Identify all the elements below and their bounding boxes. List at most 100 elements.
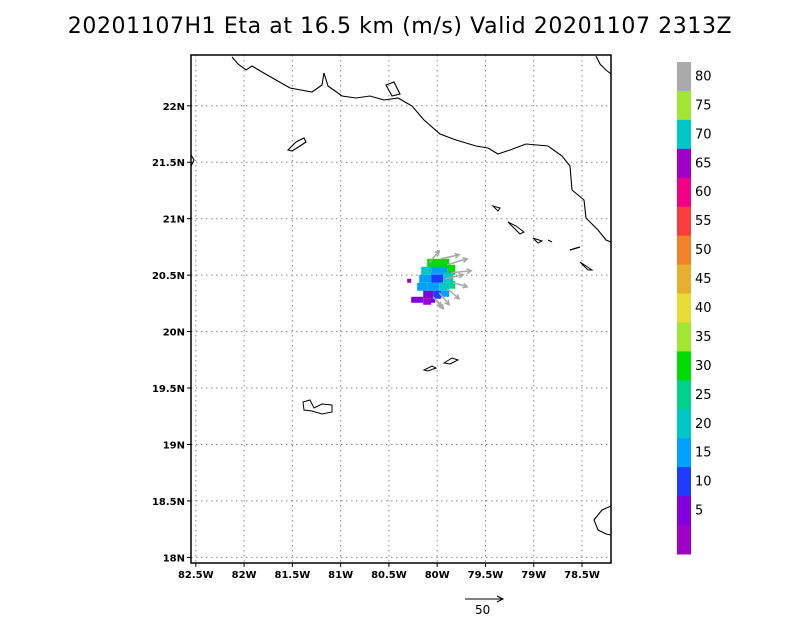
legend-label: 55 — [695, 214, 712, 229]
legend-swatch — [677, 264, 691, 295]
cay-1 — [491, 204, 501, 212]
legend-swatch — [677, 90, 691, 121]
lat-tick-label: 20N — [163, 328, 185, 339]
legend-swatch — [677, 293, 691, 323]
grand-cayman — [302, 399, 333, 415]
wind-vector — [446, 288, 460, 300]
axis-ticks: 82.5W 82W 81.5W 81W 80.5W 80W 79.5W 79W 78.5W 18N… — [152, 102, 600, 581]
lat-tick-label: 22N — [163, 102, 185, 113]
lat-tick-label: 18N — [163, 553, 185, 564]
lat-tick-label: 18.5N — [152, 497, 185, 508]
wind-vector — [453, 282, 468, 288]
little-cayman — [422, 365, 438, 372]
legend-swatch — [677, 177, 691, 208]
lon-tick-label: 78.5W — [564, 570, 600, 581]
wind-vector-head — [466, 268, 473, 275]
lon-tick-label: 80.5W — [371, 570, 407, 581]
wind-vector — [451, 270, 472, 274]
isle-of-youth — [286, 137, 307, 152]
wind-vector — [438, 292, 450, 306]
legend-swatch — [677, 380, 691, 410]
legend-label: 25 — [695, 388, 712, 403]
plot-title: 20201107H1 Eta at 16.5 km (m/s) Valid 20… — [67, 14, 733, 39]
jamaica-coast — [593, 505, 612, 536]
wind-cell — [431, 274, 444, 283]
wind-vector-head — [434, 249, 441, 256]
lat-tick-label: 21.5N — [152, 158, 185, 169]
legend-swatch — [677, 206, 691, 237]
legend-swatch — [677, 62, 691, 92]
wind-cell — [417, 282, 428, 291]
lon-tick-label: 79.5W — [468, 570, 504, 581]
cay-4 — [547, 239, 553, 243]
color-legend: 5 10 15 20 25 30 35 40 45 50 55 60 65 70 75 80 — [677, 62, 712, 555]
legend-swatch — [677, 351, 691, 381]
legend-swatch — [677, 409, 691, 439]
wind-vector-head — [458, 272, 465, 279]
coastlines — [190, 55, 612, 536]
cayman-brac — [442, 357, 460, 365]
lat-tick-label: 19N — [163, 440, 185, 451]
legend-label: 75 — [695, 98, 712, 113]
legend-label: 65 — [695, 156, 712, 171]
lat-tick-label: 20.5N — [152, 271, 185, 282]
legend-swatch — [677, 148, 691, 179]
wind-vector-head — [454, 252, 461, 259]
legend-label: 20 — [695, 417, 712, 432]
wind-cell — [411, 296, 424, 303]
top-right-coast — [595, 55, 612, 75]
wind-vector-head — [462, 282, 469, 289]
legend-label: 60 — [695, 185, 712, 200]
legend-swatch — [677, 438, 691, 468]
map-frame — [190, 54, 612, 564]
reference-vector-label: 50 — [475, 603, 490, 617]
cuba-coastline — [231, 56, 612, 243]
cay-6 — [579, 261, 594, 271]
wind-cell — [449, 280, 456, 289]
wind-cell — [427, 282, 440, 291]
wind-vector-head — [444, 299, 451, 306]
wind-vector — [445, 274, 464, 280]
legend-swatch — [677, 525, 691, 555]
legend-swatch — [677, 235, 691, 266]
wind-vector — [446, 258, 468, 266]
lat-tick-label: 19.5N — [152, 384, 185, 395]
wind-vector — [441, 254, 460, 260]
legend-label: 5 — [695, 504, 703, 519]
wind-cell — [423, 290, 434, 299]
lon-tick-label: 81W — [328, 570, 353, 581]
legend-label: 15 — [695, 446, 712, 461]
left-coast — [190, 154, 195, 167]
wind-vector — [436, 300, 444, 310]
wind-cell — [439, 282, 450, 291]
wind-vector-head — [438, 303, 445, 311]
lon-tick-label: 82W — [232, 570, 257, 581]
wind-cell — [441, 290, 450, 297]
legend-label: 70 — [695, 127, 712, 142]
cay-2 — [507, 221, 525, 235]
lon-tick-label: 80W — [425, 570, 450, 581]
wind-vectors — [428, 249, 473, 311]
wind-vector-head — [454, 293, 461, 300]
legend-label: 10 — [695, 475, 712, 490]
wind-cell — [433, 290, 442, 299]
legend-label: 35 — [695, 330, 712, 345]
legend-label: 50 — [695, 243, 712, 258]
wind-cell — [429, 298, 436, 303]
island-top — [385, 81, 401, 97]
wind-cell — [447, 264, 456, 275]
wind-cell — [423, 298, 432, 305]
legend-label: 40 — [695, 301, 712, 316]
lon-tick-label: 79W — [521, 570, 546, 581]
reference-vector: 50 — [465, 595, 505, 617]
legend-swatch — [677, 496, 691, 526]
wind-vector-head — [462, 257, 469, 263]
wind-cell — [431, 266, 448, 275]
legend-swatch — [677, 119, 691, 150]
legend-swatch — [677, 467, 691, 497]
legend-label: 45 — [695, 272, 712, 287]
lat-tick-label: 21N — [163, 215, 185, 226]
cay-3 — [532, 237, 544, 244]
legend-swatch — [677, 322, 691, 352]
